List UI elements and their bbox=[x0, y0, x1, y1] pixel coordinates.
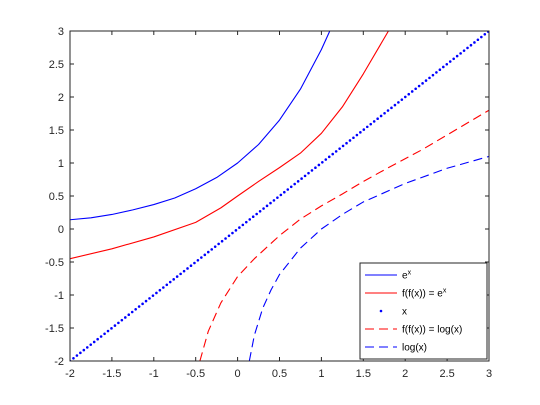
legend-label-text: x bbox=[402, 307, 407, 318]
x-tick-label: 0 bbox=[235, 368, 241, 380]
x-tick-label: 1.5 bbox=[356, 368, 371, 380]
y-tick-label: -2 bbox=[54, 356, 64, 368]
legend-label-text: f(f(x)) = log(x) bbox=[402, 325, 462, 336]
x-tick-label: 2.5 bbox=[439, 368, 454, 380]
y-tick-label: -1.5 bbox=[45, 323, 64, 335]
legend-label-text: log(x) bbox=[402, 343, 427, 354]
legend-label-superscript: x bbox=[443, 288, 447, 295]
legend-swatch-3 bbox=[379, 309, 383, 313]
y-tick-label: 1 bbox=[58, 158, 64, 170]
y-tick-label: 1.5 bbox=[49, 125, 64, 137]
series-line-2 bbox=[70, 31, 389, 260]
x-tick-label: -0.5 bbox=[186, 368, 205, 380]
x-tick-label: -2 bbox=[65, 368, 75, 380]
y-tick-label: 0.5 bbox=[49, 191, 64, 203]
x-tick-label: 3 bbox=[486, 368, 492, 380]
x-tick-label: 0.5 bbox=[272, 368, 287, 380]
y-tick-label: 2.5 bbox=[49, 59, 64, 71]
y-tick-label: 3 bbox=[58, 26, 64, 38]
x-tick-label: 1 bbox=[318, 368, 324, 380]
series-line-3 bbox=[70, 31, 489, 361]
y-tick-label: -1 bbox=[54, 290, 64, 302]
x-tick-label: -1 bbox=[149, 368, 159, 380]
legend-label-text: e bbox=[402, 271, 408, 282]
legend-label-text: f(f(x)) = e bbox=[402, 289, 443, 300]
series-layer bbox=[70, 31, 489, 361]
legend-label-3: x bbox=[402, 307, 407, 318]
legend-label-2: f(f(x)) = ex bbox=[402, 288, 447, 300]
legend-label-superscript: x bbox=[408, 270, 412, 277]
tick-layer: -2 -1.5 -1 -0.5 0 0.5 1 1.5 2 2.5 3 -2 -1.5 -1 -0.5 0 0.… bbox=[45, 26, 492, 380]
y-tick-label: 0 bbox=[58, 224, 64, 236]
x-tick-label: 2 bbox=[402, 368, 408, 380]
series-line-5 bbox=[248, 155, 489, 361]
legend-label-5: log(x) bbox=[402, 343, 427, 354]
legend-label-4: f(f(x)) = log(x) bbox=[402, 325, 462, 336]
x-tick-label: -1.5 bbox=[102, 368, 121, 380]
y-tick-label: -0.5 bbox=[45, 257, 64, 269]
y-tick-label: 2 bbox=[58, 92, 64, 104]
series-line-4 bbox=[199, 109, 489, 361]
legend-label-1: ex bbox=[402, 270, 412, 282]
series-line-1 bbox=[70, 31, 331, 221]
